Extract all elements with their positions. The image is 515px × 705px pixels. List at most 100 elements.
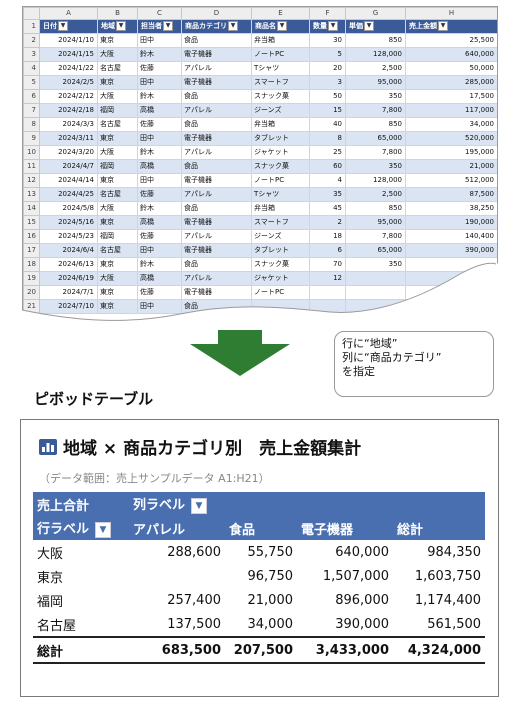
sheet-cell[interactable]: アパレル — [181, 271, 252, 286]
sheet-cell[interactable]: 東京 — [97, 299, 138, 314]
sheet-cell[interactable]: 佐藤 — [137, 187, 182, 202]
sheet-cell[interactable]: 2,500 — [345, 187, 406, 202]
sheet-cell[interactable]: 18 — [309, 229, 346, 244]
sheet-cell[interactable]: 25 — [309, 145, 346, 160]
sheet-cell[interactable]: 2024/2/18 — [39, 103, 98, 118]
sheet-cell[interactable]: 2024/2/5 — [39, 75, 98, 90]
sheet-cell[interactable]: 名古屋 — [97, 243, 138, 258]
sheet-cell[interactable]: 佐藤 — [137, 229, 182, 244]
sheet-cell[interactable]: 弁当箱 — [251, 117, 310, 132]
sheet-cell[interactable]: 佐藤 — [137, 285, 182, 300]
sheet-cell[interactable]: 50,000 — [405, 61, 497, 76]
column-letter[interactable]: A — [39, 7, 98, 20]
sheet-cell[interactable]: 850 — [345, 33, 406, 48]
sheet-cell[interactable] — [345, 299, 406, 314]
sheet-cell[interactable]: 弁当箱 — [251, 33, 310, 48]
sheet-cell[interactable]: 38,250 — [405, 201, 497, 216]
sheet-cell[interactable]: 東京 — [97, 215, 138, 230]
dropdown-filter-icon[interactable]: ▼ — [163, 21, 173, 31]
dropdown-filter-icon[interactable]: ▼ — [116, 21, 126, 31]
sheet-cell[interactable]: Tシャツ — [251, 61, 310, 76]
row-number[interactable]: 10 — [23, 145, 40, 160]
sheet-cell[interactable]: 東京 — [97, 285, 138, 300]
sheet-cell[interactable]: 2024/4/14 — [39, 173, 98, 188]
sheet-cell[interactable]: 田中 — [137, 173, 182, 188]
sheet-cell[interactable]: 21,000 — [405, 159, 497, 174]
sheet-cell[interactable]: 60 — [309, 159, 346, 174]
sheet-cell[interactable]: 名古屋 — [97, 187, 138, 202]
sheet-cell[interactable]: 佐藤 — [137, 117, 182, 132]
sheet-cell[interactable]: 2024/6/4 — [39, 243, 98, 258]
dropdown-filter-icon[interactable]: ▼ — [438, 21, 448, 31]
sheet-cell[interactable]: 4 — [309, 173, 346, 188]
sheet-cell[interactable]: 電子機器 — [181, 75, 252, 90]
sheet-cell[interactable]: 70 — [309, 257, 346, 272]
sheet-cell[interactable]: ノートPC — [251, 47, 310, 62]
sheet-cell[interactable]: 65,000 — [345, 243, 406, 258]
row-number[interactable]: 16 — [23, 229, 40, 244]
sheet-cell[interactable]: 名古屋 — [97, 61, 138, 76]
row-number[interactable]: 3 — [23, 47, 40, 62]
sheet-cell[interactable]: 520,000 — [405, 131, 497, 146]
sheet-cell[interactable]: タブレット — [251, 243, 310, 258]
sheet-cell[interactable] — [345, 285, 406, 300]
sheet-cell[interactable]: ジーンズ — [251, 229, 310, 244]
sheet-cell[interactable]: 350 — [345, 159, 406, 174]
row-number[interactable]: 6 — [23, 89, 40, 104]
sheet-cell[interactable]: 大阪 — [97, 271, 138, 286]
sheet-cell[interactable]: タブレット — [251, 131, 310, 146]
sheet-cell[interactable]: 電子機器 — [181, 243, 252, 258]
sheet-cell[interactable]: 6 — [309, 243, 346, 258]
sheet-cell[interactable]: 350 — [345, 257, 406, 272]
sheet-cell[interactable]: 25,500 — [405, 33, 497, 48]
row-number[interactable]: 19 — [23, 271, 40, 286]
sheet-cell[interactable] — [345, 271, 406, 286]
sheet-cell[interactable]: 田中 — [137, 243, 182, 258]
sheet-cell[interactable]: 140,400 — [405, 229, 497, 244]
sheet-cell[interactable]: 鈴木 — [137, 257, 182, 272]
sheet-cell[interactable]: スマートフ — [251, 215, 310, 230]
sheet-cell[interactable]: 弁当箱 — [251, 201, 310, 216]
sheet-cell[interactable]: 7,800 — [345, 145, 406, 160]
row-number[interactable]: 5 — [23, 75, 40, 90]
sheet-cell[interactable]: 117,000 — [405, 103, 497, 118]
sheet-cell[interactable]: 鈴木 — [137, 89, 182, 104]
dropdown-filter-icon[interactable]: ▼ — [228, 21, 238, 31]
sheet-cell[interactable]: 195,000 — [405, 145, 497, 160]
row-number[interactable]: 21 — [23, 299, 40, 314]
sheet-cell[interactable]: アパレル — [181, 187, 252, 202]
sheet-cell[interactable]: 190,000 — [405, 215, 497, 230]
column-letter[interactable]: B — [97, 7, 138, 20]
sheet-cell[interactable]: 2024/5/8 — [39, 201, 98, 216]
row-number[interactable]: 11 — [23, 159, 40, 174]
sheet-cell[interactable]: 5 — [309, 47, 346, 62]
sheet-cell[interactable]: 95,000 — [345, 75, 406, 90]
sheet-cell[interactable]: 2024/3/11 — [39, 131, 98, 146]
sheet-cell[interactable]: スナック菓 — [251, 159, 310, 174]
sheet-cell[interactable] — [251, 299, 310, 314]
sheet-cell[interactable]: 東京 — [97, 75, 138, 90]
sheet-cell[interactable]: 2024/3/3 — [39, 117, 98, 132]
sheet-cell[interactable]: 34,000 — [405, 117, 497, 132]
row-number[interactable]: 15 — [23, 215, 40, 230]
sheet-cell[interactable]: 350 — [345, 89, 406, 104]
sheet-cell[interactable]: 2024/3/20 — [39, 145, 98, 160]
sheet-cell[interactable]: 2024/1/15 — [39, 47, 98, 62]
sheet-cell[interactable]: 2024/6/19 — [39, 271, 98, 286]
sheet-cell[interactable]: 電子機器 — [181, 285, 252, 300]
column-letter[interactable]: C — [137, 7, 182, 20]
dropdown-filter-icon[interactable]: ▼ — [364, 21, 374, 31]
sheet-cell[interactable]: 87,500 — [405, 187, 497, 202]
sheet-cell[interactable]: Tシャツ — [251, 187, 310, 202]
sheet-cell[interactable]: 2024/4/7 — [39, 159, 98, 174]
sheet-cell[interactable]: 35 — [309, 187, 346, 202]
sheet-cell[interactable]: アパレル — [181, 229, 252, 244]
sheet-cell[interactable]: スナック菓 — [251, 257, 310, 272]
sheet-cell[interactable]: 食品 — [181, 89, 252, 104]
sheet-cell[interactable]: 食品 — [181, 201, 252, 216]
sheet-cell[interactable] — [309, 285, 346, 300]
sheet-cell[interactable]: 2024/7/10 — [39, 299, 98, 314]
sheet-cell[interactable]: 2024/6/13 — [39, 257, 98, 272]
sheet-cell[interactable]: 名古屋 — [97, 117, 138, 132]
sheet-cell[interactable]: 田中 — [137, 131, 182, 146]
